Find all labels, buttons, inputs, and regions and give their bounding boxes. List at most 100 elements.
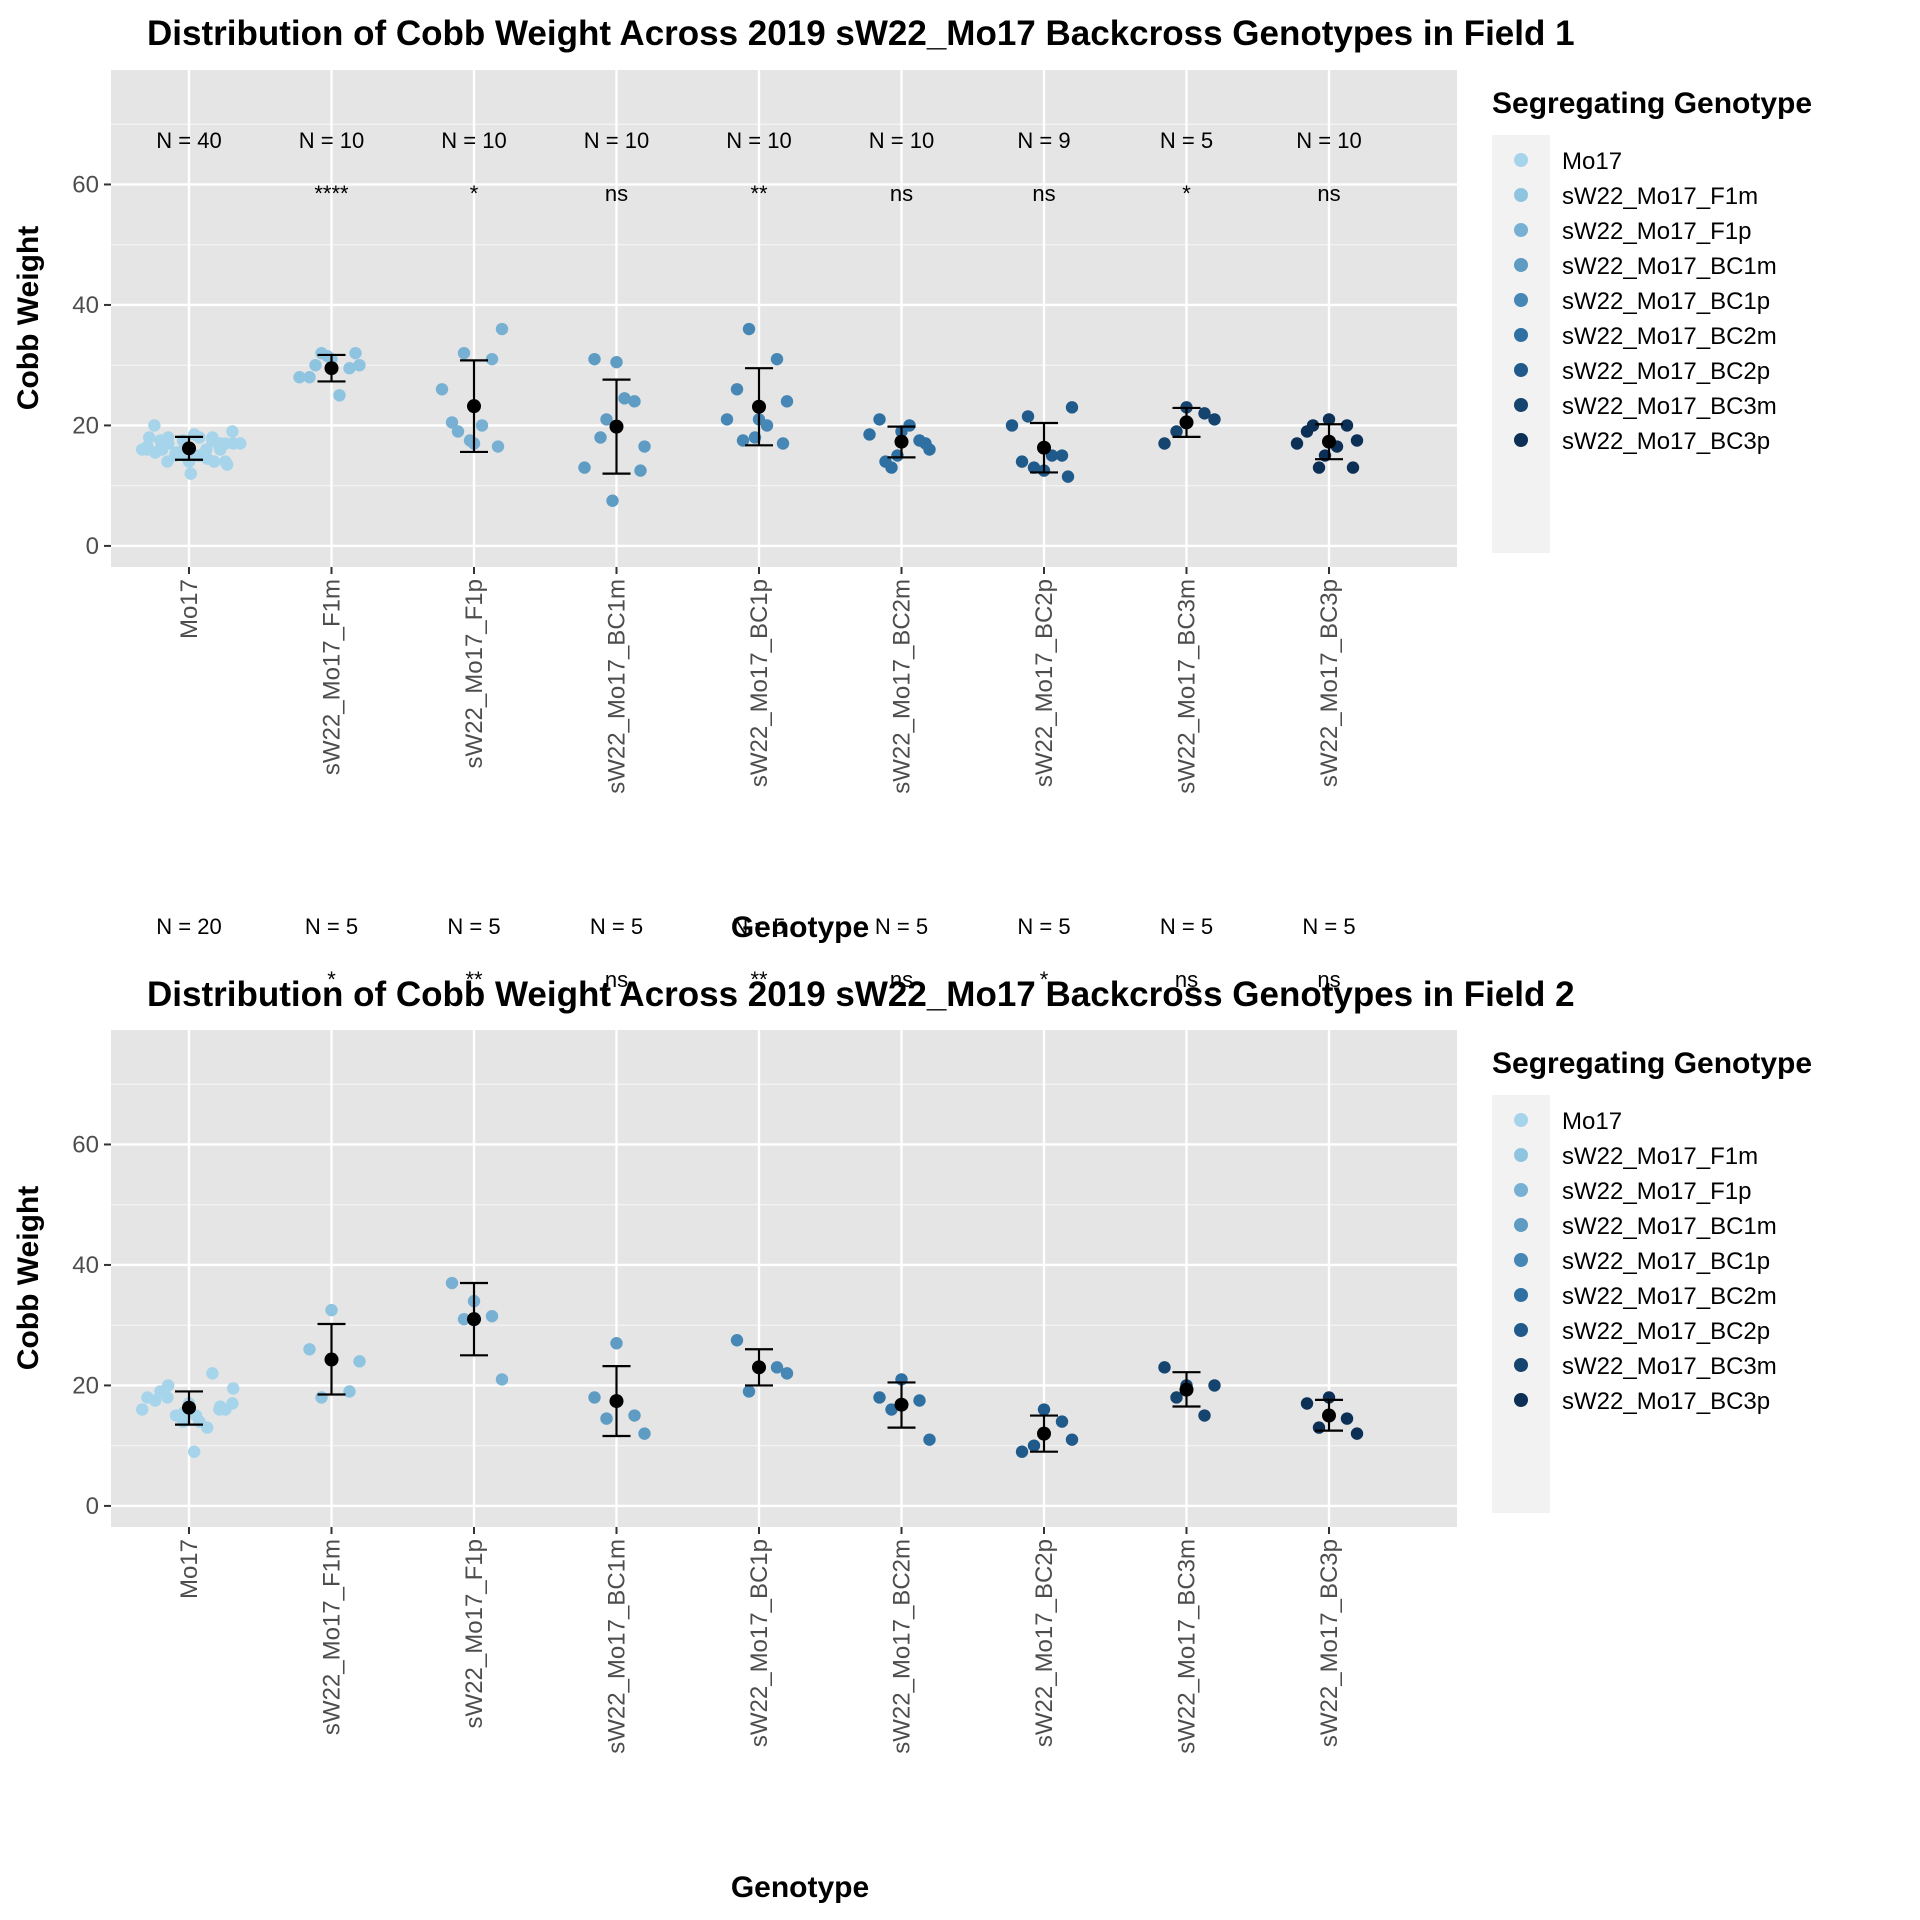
data-point	[303, 1343, 316, 1356]
mean-point	[182, 441, 196, 456]
annotations: N = 40 N = 10 **** N = 10 * N = 10 ns N = 10 ** N…	[156, 128, 1361, 206]
data-point	[161, 1391, 174, 1404]
data-point	[1055, 449, 1069, 462]
data-point	[742, 322, 756, 336]
legend-key	[1514, 1113, 1528, 1127]
x-tick-label: sW22_Mo17_BC1p	[746, 579, 773, 787]
data-point	[141, 443, 154, 456]
n-label: N = 5	[875, 914, 928, 939]
data-point	[227, 1382, 240, 1395]
y-axis-title: Cobb Weight	[12, 1186, 45, 1370]
data-point	[325, 1303, 338, 1317]
y-tick-label: 60	[72, 1131, 99, 1158]
data-point	[770, 352, 784, 366]
significance-label: **	[465, 967, 483, 992]
data-point	[618, 392, 631, 405]
legend: Segregating Genotype Mo17 sW22_Mo17_F1m sW…	[1492, 87, 1812, 553]
mean-point	[894, 434, 909, 449]
n-label: N = 10	[584, 128, 649, 153]
n-label: N = 5	[1160, 914, 1213, 939]
x-tick-label: Mo17	[176, 1539, 203, 1599]
legend-label: sW22_Mo17_BC2m	[1562, 1283, 1777, 1310]
plot-panel	[111, 1030, 1457, 1527]
data-point	[903, 419, 916, 432]
y-tick-label: 20	[72, 412, 99, 439]
legend-key	[1514, 433, 1528, 447]
x-tick-label: sW22_Mo17_BC3m	[1174, 579, 1201, 794]
data-point	[1015, 1445, 1029, 1458]
legend-items: Mo17 sW22_Mo17_F1m sW22_Mo17_F1p sW22_Mo17_…	[1514, 1108, 1777, 1415]
data-point	[770, 1361, 784, 1374]
significance-label: ****	[314, 181, 349, 206]
legend-key	[1514, 223, 1528, 237]
x-tick-label: sW22_Mo17_BC2m	[889, 579, 916, 794]
data-point	[638, 440, 651, 453]
data-point	[1021, 410, 1035, 423]
data-point	[610, 1337, 623, 1350]
data-point	[742, 1385, 756, 1398]
data-point	[720, 413, 734, 426]
data-point	[162, 437, 175, 450]
data-point	[485, 1309, 499, 1323]
data-point	[1037, 1403, 1051, 1416]
legend-label: sW22_Mo17_BC1m	[1562, 253, 1777, 280]
data-point	[594, 431, 607, 444]
data-point	[873, 413, 886, 426]
data-point	[293, 371, 306, 384]
legend-items: Mo17 sW22_Mo17_F1m sW22_Mo17_F1p sW22_Mo17_…	[1514, 148, 1777, 455]
legend-label: sW22_Mo17_BC3m	[1562, 393, 1777, 420]
mean-point	[752, 1360, 766, 1375]
significance-label: *	[1040, 967, 1049, 992]
data-point	[1170, 425, 1183, 438]
x-tick-label: sW22_Mo17_BC3m	[1174, 1539, 1201, 1754]
data-point	[1027, 461, 1041, 474]
data-point	[1290, 437, 1304, 450]
mean-point	[752, 399, 766, 414]
data-point	[445, 416, 459, 429]
mean-point	[182, 1400, 196, 1415]
significance-label: *	[1182, 181, 1191, 206]
x-tick-label: sW22_Mo17_BC2p	[1031, 1539, 1058, 1747]
data-point	[208, 455, 221, 468]
n-label: N = 10	[299, 128, 364, 153]
legend-label: sW22_Mo17_BC3p	[1562, 428, 1770, 455]
chart-panel-field-2: Distribution of Cobb Weight Across 2019 …	[12, 914, 1812, 1904]
data-point	[353, 358, 366, 372]
data-point	[588, 1391, 601, 1404]
legend-label: Mo17	[1562, 148, 1622, 175]
data-point	[628, 1409, 641, 1422]
mean-point	[1037, 1426, 1051, 1441]
data-point	[1061, 470, 1075, 483]
mean-point	[1179, 1382, 1194, 1397]
data-point	[730, 1334, 744, 1347]
data-point	[628, 395, 641, 408]
data-point	[495, 1373, 509, 1386]
x-tick-label: sW22_Mo17_BC1m	[604, 579, 631, 794]
y-tick-label: 40	[72, 292, 99, 319]
data-point	[610, 355, 623, 369]
significance-label: *	[470, 181, 479, 206]
n-label: N = 5	[732, 914, 785, 939]
n-label: N = 20	[156, 914, 221, 939]
y-tick-label: 40	[72, 1252, 99, 1279]
data-point	[873, 1391, 886, 1404]
data-point	[634, 464, 647, 477]
legend-label: Mo17	[1562, 1108, 1622, 1135]
data-point	[491, 440, 505, 453]
data-point	[349, 346, 362, 360]
data-point	[1300, 1397, 1314, 1410]
legend-key	[1514, 1183, 1528, 1197]
data-point	[600, 1412, 613, 1425]
data-point	[1065, 401, 1079, 414]
data-point	[588, 352, 601, 366]
error-bars	[175, 1281, 1343, 1453]
legend-key	[1514, 293, 1528, 307]
n-label: N = 10	[869, 128, 934, 153]
data-point	[475, 419, 489, 432]
data-point	[457, 346, 471, 360]
data-point	[1340, 419, 1354, 432]
n-label: N = 10	[1296, 128, 1361, 153]
data-point	[913, 1394, 926, 1407]
y-axis-title: Cobb Weight	[12, 226, 45, 410]
legend-key-background	[1492, 1095, 1550, 1513]
